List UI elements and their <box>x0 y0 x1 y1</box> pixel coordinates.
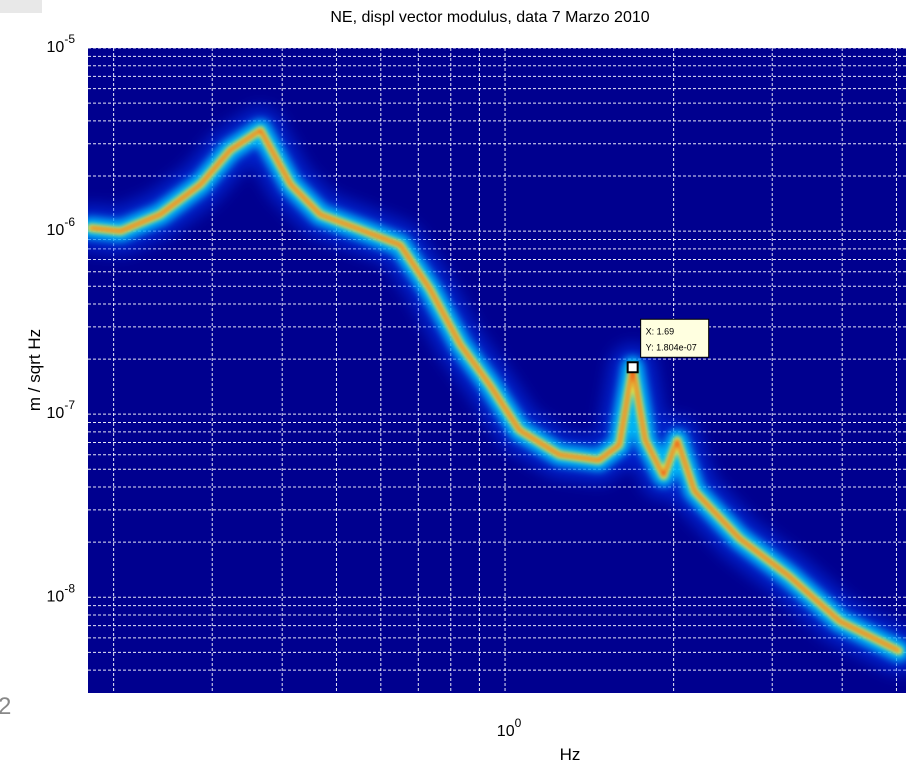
tick-exponent: 0 <box>515 716 522 730</box>
x-tick-label: 100 <box>497 716 522 740</box>
tick-exponent: -7 <box>64 398 75 412</box>
chart-title: NE, displ vector modulus, data 7 Marzo 2… <box>330 9 649 26</box>
tick-base: 10 <box>47 222 65 239</box>
tick-exponent: -6 <box>64 215 75 229</box>
y-tick-label: 10-8 <box>47 581 76 605</box>
datatip-text: Y: 1.804e-07 <box>646 342 697 352</box>
plot-area <box>88 47 906 693</box>
y-tick-label: 10-6 <box>47 215 76 239</box>
density-band <box>88 107 906 674</box>
page-number: 2 <box>0 693 11 720</box>
x-axis-label: Hz <box>560 745 581 764</box>
datatip-marker <box>626 361 639 374</box>
y-tick-label: 10-5 <box>47 32 76 56</box>
y-tick-label: 10-7 <box>47 398 76 422</box>
datatip-text: X: 1.69 <box>646 326 675 336</box>
tick-exponent: -5 <box>64 32 75 46</box>
density-layer <box>89 128 901 653</box>
tick-base: 10 <box>497 723 515 740</box>
tick-exponent: -8 <box>64 581 75 595</box>
y-axis-label: m / sqrt Hz <box>25 329 44 411</box>
datatip-box <box>640 318 710 358</box>
tick-base: 10 <box>47 39 65 56</box>
corner-box <box>0 0 42 13</box>
tick-base: 10 <box>47 405 65 422</box>
tick-base: 10 <box>47 588 65 605</box>
